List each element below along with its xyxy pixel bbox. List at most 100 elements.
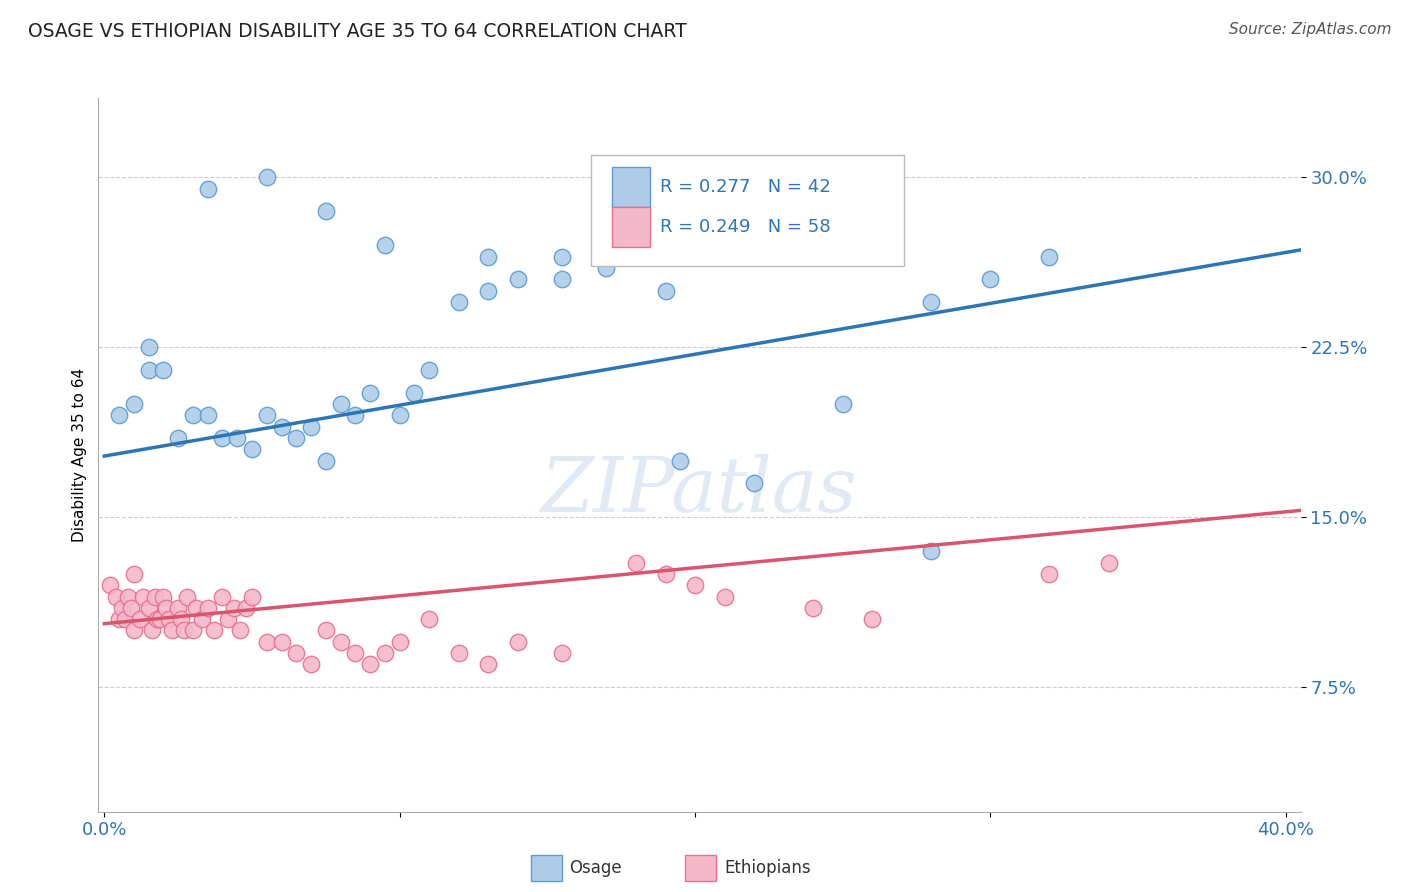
Point <box>1038 566 1060 581</box>
Point <box>447 646 470 660</box>
Point <box>167 600 190 615</box>
Point <box>138 340 160 354</box>
Point <box>654 566 676 581</box>
Point <box>1097 556 1119 570</box>
Point <box>155 600 177 615</box>
Point <box>506 272 529 286</box>
Point <box>654 284 676 298</box>
Point <box>315 624 337 638</box>
Point <box>146 612 169 626</box>
Point <box>551 646 574 660</box>
Point <box>447 295 470 310</box>
Point <box>235 600 257 615</box>
Point <box>920 544 942 558</box>
Point <box>211 590 233 604</box>
Point <box>388 409 411 423</box>
Point <box>157 612 180 626</box>
Point <box>240 442 263 457</box>
Point <box>683 578 706 592</box>
Point <box>138 600 160 615</box>
Point <box>256 635 278 649</box>
Point <box>285 646 308 660</box>
Point <box>141 624 163 638</box>
Point <box>374 238 396 252</box>
Point <box>256 170 278 185</box>
Point <box>197 409 219 423</box>
Point <box>979 272 1001 286</box>
Point <box>184 600 207 615</box>
Text: OSAGE VS ETHIOPIAN DISABILITY AGE 35 TO 64 CORRELATION CHART: OSAGE VS ETHIOPIAN DISABILITY AGE 35 TO … <box>28 22 688 41</box>
Point <box>329 397 352 411</box>
Point <box>162 624 184 638</box>
Point <box>551 250 574 264</box>
Point <box>359 385 381 400</box>
Point <box>217 612 239 626</box>
Point <box>122 566 145 581</box>
Point <box>477 250 499 264</box>
Point <box>595 260 617 275</box>
Point <box>122 397 145 411</box>
Point <box>860 612 883 626</box>
Point <box>170 612 193 626</box>
Point <box>418 612 440 626</box>
Point <box>801 600 824 615</box>
Point <box>418 363 440 377</box>
Point <box>359 657 381 672</box>
Point <box>388 635 411 649</box>
Point <box>229 624 252 638</box>
Point <box>202 624 225 638</box>
Point <box>152 363 174 377</box>
Point <box>404 385 426 400</box>
FancyBboxPatch shape <box>592 155 904 266</box>
Point <box>226 431 249 445</box>
Point <box>197 600 219 615</box>
Point <box>315 204 337 219</box>
Point <box>270 419 292 434</box>
Point <box>344 409 367 423</box>
Point <box>344 646 367 660</box>
Point <box>120 600 142 615</box>
Point <box>477 657 499 672</box>
Point <box>374 646 396 660</box>
Point <box>1038 250 1060 264</box>
Point <box>669 453 692 467</box>
Point <box>122 624 145 638</box>
Point <box>211 431 233 445</box>
Point <box>551 272 574 286</box>
Text: R = 0.249   N = 58: R = 0.249 N = 58 <box>659 218 831 235</box>
Point <box>270 635 292 649</box>
Bar <box>612 207 650 246</box>
Point <box>176 590 198 604</box>
Point <box>138 363 160 377</box>
Text: Osage: Osage <box>568 859 621 877</box>
Point <box>610 250 633 264</box>
Point <box>105 590 128 604</box>
Point <box>506 635 529 649</box>
Point <box>624 556 647 570</box>
Point <box>152 590 174 604</box>
Point <box>143 590 166 604</box>
Point <box>132 590 155 604</box>
Point <box>742 476 765 491</box>
Point <box>149 612 172 626</box>
Point <box>117 590 139 604</box>
Point <box>477 284 499 298</box>
Text: Ethiopians: Ethiopians <box>725 859 811 877</box>
Point <box>224 600 246 615</box>
Point <box>920 295 942 310</box>
Text: R = 0.277   N = 42: R = 0.277 N = 42 <box>659 178 831 196</box>
Point <box>167 431 190 445</box>
Point <box>240 590 263 604</box>
Point <box>114 612 136 626</box>
Point <box>128 612 150 626</box>
Text: Source: ZipAtlas.com: Source: ZipAtlas.com <box>1229 22 1392 37</box>
Point <box>173 624 195 638</box>
Y-axis label: Disability Age 35 to 64: Disability Age 35 to 64 <box>72 368 87 542</box>
Point <box>108 409 131 423</box>
Point <box>181 624 204 638</box>
Point <box>108 612 131 626</box>
Point <box>111 600 134 615</box>
Point <box>713 590 735 604</box>
Point <box>299 419 322 434</box>
Point <box>831 397 853 411</box>
